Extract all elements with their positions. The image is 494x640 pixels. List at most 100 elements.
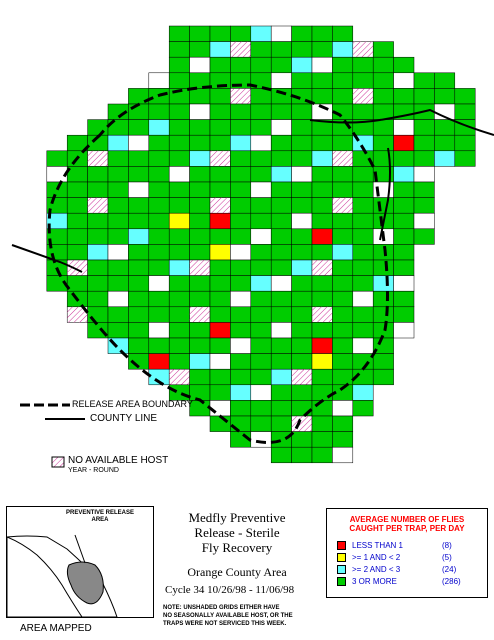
grid-cell [250,56,272,74]
grid-cell [230,290,252,308]
grid-cell [270,275,292,292]
grid-cell [291,56,313,74]
legend-3-or-more: 3 OR MORE (286) [337,577,461,586]
grid-cell [168,181,190,198]
grid-cell [230,337,252,354]
grid-cell [291,41,313,58]
grid-cell [209,25,231,42]
grid-cell [311,88,333,105]
grid-cell [291,306,313,323]
note-line3: TRAPS WERE NOT SERVICED THIS WEEK. [163,621,287,627]
grid-cell [128,337,150,354]
grid-cell [87,244,109,261]
grid-cell [311,400,333,417]
grid-cell [250,290,272,308]
grid-cell [352,322,374,339]
note-block: NOTE: UNSHADED GRIDS EITHER HAVE NO SEAS… [163,604,323,628]
title-line1: Medfly Preventive [188,510,286,525]
grid-cell [128,197,150,214]
grid-cell [148,337,170,354]
grid-cell [393,259,415,276]
grid-cell [413,119,435,136]
grid-cell [66,244,88,261]
grid-cell [148,134,170,152]
title-line2: Release - Sterile [194,525,280,540]
grid-cell [209,322,231,339]
legend-count: (24) [442,565,457,574]
no-host-hatch [87,150,108,167]
grid-cell [87,212,109,230]
grid-cell [250,25,272,42]
grid-cell [270,166,292,183]
grid-cell [311,212,333,230]
grid-cell [230,400,252,417]
grid-cell [148,150,170,167]
legend-label: >= 1 AND < 2 [352,553,401,562]
grid-cell [209,119,231,136]
grid-cell [393,88,415,105]
grid-cell [128,244,150,261]
grid-cell [168,353,190,370]
county-line-east-2 [379,147,391,241]
grid-cell [230,103,252,120]
legend-no-host-label: NO AVAILABLE HOST [68,455,169,466]
grid-cell [291,400,313,417]
grid-cell [250,337,272,354]
grid-cell [434,72,456,89]
grid-cell [230,56,252,74]
grid-cell [230,384,252,401]
grid-cell [168,275,190,292]
grid-cell [352,400,374,417]
grid-cell [250,197,272,214]
grid-cell [230,259,252,276]
grid-cell [250,134,272,152]
no-host-hatch [67,260,88,276]
legend-count: (286) [442,577,461,586]
grid-cell [393,72,415,89]
grid-cell [209,88,231,105]
grid-cell [311,56,333,74]
grid-cell [230,150,252,167]
grid-cell [230,119,252,136]
inset-title-line2: AREA [91,517,109,523]
grid-cell [332,244,354,261]
grid-cell [209,181,231,198]
grid-cell [168,119,190,136]
grid-cell [352,275,374,292]
grid-cell [270,290,292,308]
grid-cell [189,150,211,167]
grid-cell [291,353,313,370]
grid-cell [372,353,394,370]
grid-cell [270,384,292,401]
grid-cell [352,56,374,74]
grid-cell [291,259,313,276]
grid-cell [230,353,252,370]
grid-cell [128,150,150,167]
note-line2: NO SEASONALLY AVAILABLE HOST, OR THE [163,613,293,619]
grid-cell [332,431,354,448]
grid-cell [168,134,190,152]
grid-cell [311,415,333,432]
grid-cell [107,166,129,183]
grid-cell [250,306,272,323]
grid-cell [209,353,231,370]
grid-cell [230,212,252,230]
grid-cell [291,244,313,261]
grid-cell [270,41,292,58]
legend-swatch-green [337,577,346,586]
grid-cell [332,337,354,354]
grid-cell [372,134,394,152]
grid-cell [87,119,109,136]
grid-cell [311,353,333,370]
grid-cell [209,337,231,354]
grid-cell [291,72,313,89]
grid-cell [87,228,109,245]
grid-cell [107,275,129,292]
legend-swatch-cyan [337,565,346,574]
no-host-hatch [230,88,251,104]
grid-cell [209,290,231,308]
grid-cell [107,322,129,339]
grid-cell [291,134,313,152]
grid-cell [270,446,292,464]
grid-cell [209,166,231,183]
